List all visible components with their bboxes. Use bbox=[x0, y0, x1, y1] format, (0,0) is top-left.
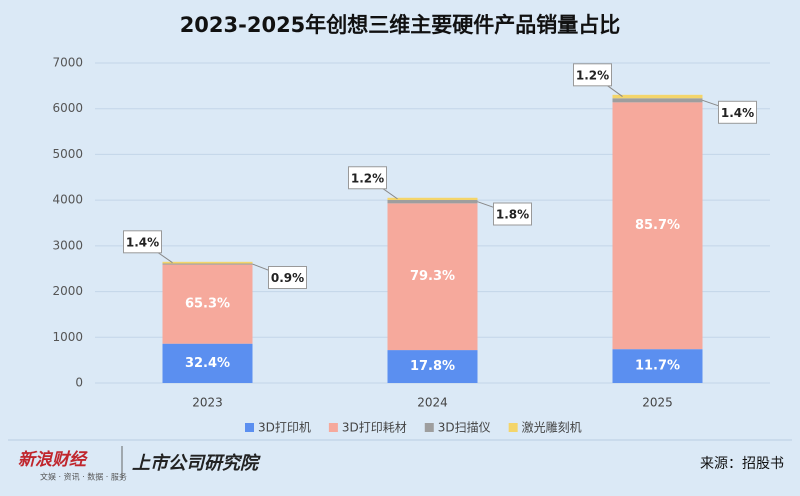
bar-segment bbox=[612, 94, 703, 99]
y-tick-label: 0 bbox=[75, 376, 83, 390]
legend-swatch bbox=[245, 423, 254, 432]
data-label: 65.3% bbox=[185, 297, 230, 312]
legend-label: 激光雕刻机 bbox=[522, 420, 582, 435]
bar-segment bbox=[612, 349, 703, 383]
x-tick-label: 2025 bbox=[642, 396, 673, 410]
callout-box bbox=[718, 100, 757, 124]
legend-label: 3D打印机 bbox=[258, 421, 311, 435]
bar-segment bbox=[612, 98, 703, 103]
bar-segment bbox=[162, 261, 253, 264]
y-tick-label: 1000 bbox=[52, 330, 83, 344]
footer-institute: 上市公司研究院 bbox=[132, 453, 261, 474]
footer-source: 来源：招股书 bbox=[700, 456, 784, 472]
data-label: 1.2% bbox=[576, 68, 609, 82]
y-tick-label: 4000 bbox=[52, 193, 83, 207]
data-label: 1.4% bbox=[126, 235, 159, 249]
bar-segment bbox=[387, 203, 478, 351]
data-label: 79.3% bbox=[410, 269, 455, 284]
x-tick-label: 2024 bbox=[417, 396, 448, 410]
y-tick-label: 7000 bbox=[52, 56, 83, 70]
data-label: 1.2% bbox=[351, 171, 384, 185]
y-tick-label: 3000 bbox=[52, 238, 83, 252]
legend-swatch bbox=[508, 423, 518, 432]
data-label: 85.7% bbox=[635, 218, 680, 233]
bar-segment bbox=[612, 102, 703, 350]
bar-segment bbox=[387, 197, 478, 201]
data-label: 17.8% bbox=[410, 359, 455, 374]
legend-label: 3D扫描仪 bbox=[438, 421, 491, 435]
data-label: 1.8% bbox=[496, 208, 529, 222]
data-label: 1.4% bbox=[721, 106, 754, 120]
footer-brand: 新浪财经 bbox=[18, 450, 88, 470]
legend-label: 3D打印耗材 bbox=[342, 421, 407, 435]
legend-swatch bbox=[328, 423, 338, 432]
bar-segment bbox=[162, 343, 253, 383]
bar-segment bbox=[387, 350, 478, 383]
callout-box bbox=[348, 166, 387, 190]
y-tick-label: 6000 bbox=[52, 101, 83, 115]
data-label: 0.9% bbox=[271, 271, 304, 285]
footer-brand-tags: 文娱 · 资讯 · 数据 · 服务 bbox=[40, 472, 127, 482]
bar-segment bbox=[162, 264, 253, 344]
bar-segment bbox=[162, 263, 253, 265]
callout-box bbox=[268, 266, 307, 290]
y-tick-label: 2000 bbox=[52, 284, 83, 298]
chart-title: 2023-2025年创想三维主要硬件产品销量占比 bbox=[180, 13, 621, 37]
callout-box bbox=[123, 230, 162, 254]
data-label: 32.4% bbox=[185, 356, 230, 371]
legend-swatch bbox=[424, 423, 434, 432]
x-tick-label: 2023 bbox=[192, 396, 223, 410]
y-tick-label: 5000 bbox=[52, 147, 83, 161]
bar-segment bbox=[387, 200, 478, 204]
callout-box bbox=[493, 202, 532, 226]
data-label: 11.7% bbox=[635, 359, 680, 374]
callout-box bbox=[573, 63, 612, 87]
